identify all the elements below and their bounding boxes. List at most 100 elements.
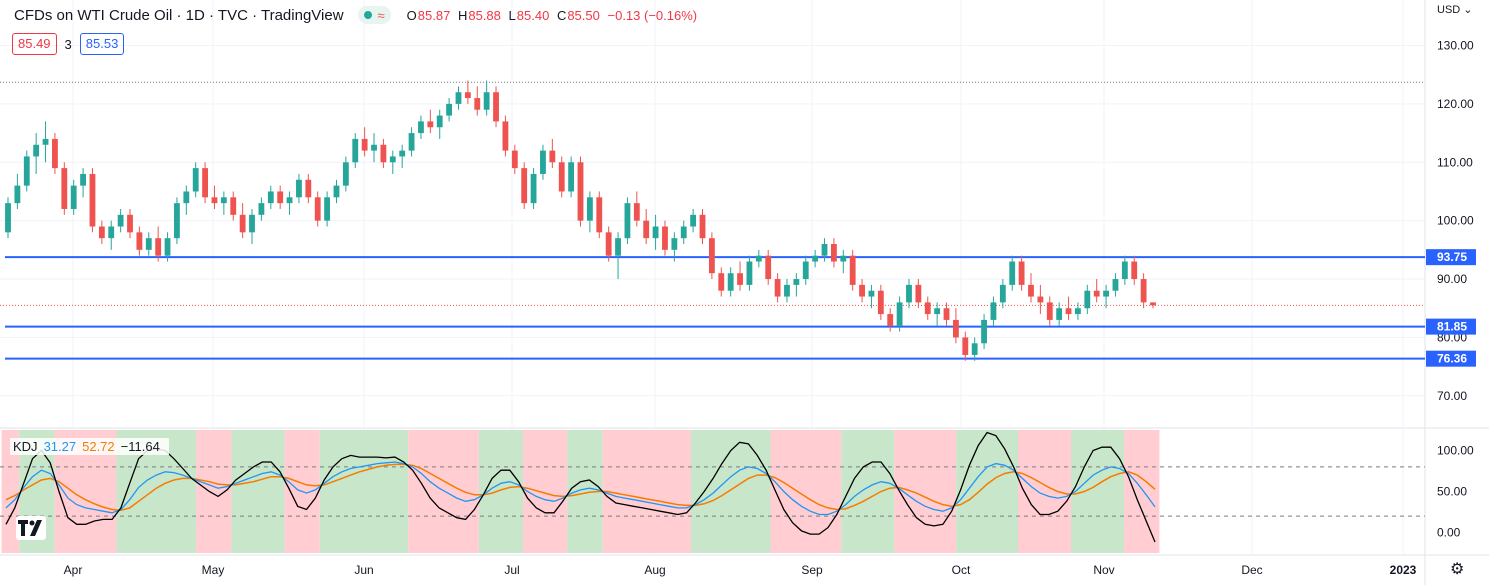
sell-button[interactable]: 85.49 bbox=[12, 33, 57, 55]
kdj-d-line bbox=[5, 463, 1156, 512]
candle-body bbox=[896, 302, 903, 326]
candle-body bbox=[436, 115, 443, 128]
kdj-bull-zone bbox=[478, 430, 524, 553]
candle-body bbox=[671, 238, 678, 250]
candle-body bbox=[511, 150, 518, 169]
candle-body bbox=[849, 255, 856, 285]
candle-body bbox=[690, 214, 697, 227]
candle-body bbox=[624, 203, 631, 239]
candle-body bbox=[5, 203, 11, 233]
candle-body bbox=[605, 232, 612, 256]
candle-body bbox=[859, 284, 865, 297]
level-price-label: 93.75 bbox=[1437, 250, 1467, 264]
candle-body bbox=[389, 156, 396, 163]
time-tick-label: Dec bbox=[1241, 563, 1262, 577]
candle-body bbox=[540, 150, 546, 174]
candle-body bbox=[502, 121, 509, 151]
candle-body bbox=[830, 244, 837, 262]
currency-label: USD bbox=[1437, 4, 1461, 16]
candle-body bbox=[737, 273, 743, 285]
candle-body bbox=[558, 162, 565, 192]
candle-body bbox=[784, 284, 790, 297]
candle-body bbox=[1084, 290, 1091, 309]
candle-body bbox=[239, 214, 246, 233]
candle-body bbox=[33, 144, 40, 157]
candle-body bbox=[596, 197, 603, 233]
time-tick-label: Oct bbox=[952, 563, 971, 577]
chevron-down-icon: ⌄ bbox=[1463, 4, 1473, 16]
candle-body bbox=[108, 226, 115, 239]
candle-body bbox=[1121, 261, 1128, 280]
candle-body bbox=[1140, 279, 1147, 303]
candle-body bbox=[267, 191, 274, 204]
tradingview-logo-icon[interactable] bbox=[16, 516, 46, 540]
candle-body bbox=[821, 244, 828, 256]
candle-body bbox=[746, 261, 753, 285]
currency-selector[interactable]: USD ⌄ bbox=[1437, 3, 1473, 16]
candle-body bbox=[155, 238, 162, 256]
market-status-pill[interactable]: ≈ bbox=[357, 6, 391, 24]
time-tick-label: May bbox=[202, 563, 225, 577]
kdj-bull-zone bbox=[841, 430, 895, 553]
level-price-badge bbox=[1426, 350, 1476, 367]
candle-body bbox=[408, 133, 415, 151]
time-tick-label: Jun bbox=[354, 563, 373, 577]
candle-body bbox=[117, 214, 124, 227]
candle-body bbox=[493, 92, 499, 122]
candle-body bbox=[70, 185, 77, 209]
candle-body bbox=[258, 203, 265, 215]
candle-body bbox=[868, 290, 875, 297]
candle-body bbox=[774, 279, 781, 297]
candle-body bbox=[314, 197, 321, 221]
candle-body bbox=[399, 150, 406, 157]
candle-body bbox=[652, 226, 659, 239]
candle-body bbox=[23, 156, 30, 186]
kdj-bear-zone bbox=[602, 430, 691, 553]
candle-body bbox=[164, 238, 171, 256]
gear-icon[interactable]: ⚙ bbox=[1450, 561, 1465, 578]
candle-body bbox=[577, 162, 584, 221]
kdj-label: KDJ bbox=[13, 439, 38, 454]
candle-body bbox=[127, 214, 133, 233]
kdj-j-line bbox=[5, 431, 1156, 543]
candle-body bbox=[14, 185, 21, 204]
candle-body bbox=[633, 203, 640, 221]
candle-body bbox=[718, 273, 725, 291]
candle-body bbox=[211, 197, 218, 204]
buy-button[interactable]: 85.53 bbox=[79, 33, 125, 55]
candle-body bbox=[1112, 279, 1119, 291]
candle-body bbox=[924, 302, 931, 315]
kdj-bull-zone bbox=[1071, 430, 1125, 553]
candle-body bbox=[296, 179, 302, 198]
candle-body bbox=[98, 226, 105, 239]
candle-body bbox=[680, 226, 687, 239]
time-tick-label: Aug bbox=[644, 563, 665, 577]
candle-body bbox=[286, 197, 293, 204]
candle-body bbox=[380, 144, 387, 163]
kdj-bear-zone bbox=[196, 430, 232, 553]
candle-body bbox=[1018, 261, 1025, 285]
kdj-legend[interactable]: KDJ 31.27 52.72 −11.64 bbox=[10, 438, 169, 455]
candle-body bbox=[521, 168, 528, 204]
candle-body bbox=[765, 255, 772, 280]
candle-body bbox=[906, 284, 912, 303]
candle-body bbox=[427, 121, 434, 128]
candle-body bbox=[915, 284, 922, 303]
kdj-bull-zone bbox=[690, 430, 771, 553]
candle-body bbox=[371, 144, 377, 151]
quote-boxes: 85.49 3 85.53 bbox=[12, 33, 125, 55]
candle-body bbox=[699, 214, 706, 239]
symbol-title[interactable]: CFDs on WTI Crude Oil · 1D · TVC · Tradi… bbox=[14, 6, 344, 24]
candle-body bbox=[183, 191, 190, 204]
candle-body bbox=[80, 173, 86, 186]
kdj-bull-zone bbox=[956, 430, 1019, 553]
candle-body bbox=[1150, 302, 1156, 306]
close-value: 85.50 bbox=[567, 7, 600, 23]
candle-body bbox=[418, 121, 424, 134]
candle-body bbox=[530, 173, 537, 204]
open-key: O bbox=[406, 7, 417, 23]
candle-body bbox=[990, 302, 997, 320]
candle-body bbox=[1093, 290, 1100, 297]
candle-body bbox=[802, 261, 809, 280]
